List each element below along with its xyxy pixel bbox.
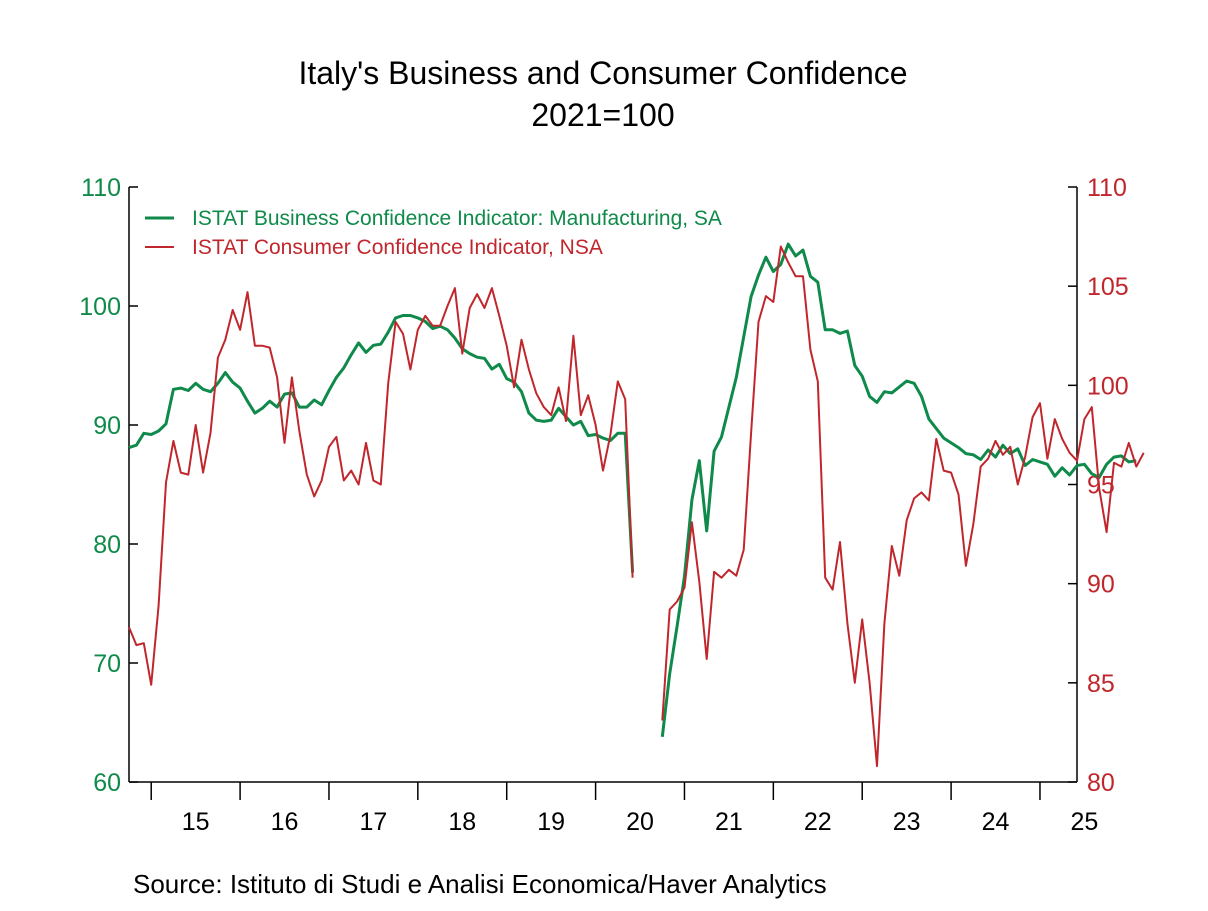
legend-label-business: ISTAT Business Confidence Indicator: Man… [192,207,722,230]
y-left-tick-label: 70 [93,650,121,678]
y-right-tick-label: 85 [1087,670,1115,698]
source-note: Source: Istituto di Studi e Analisi Econ… [133,869,827,899]
legend-label-consumer: ISTAT Consumer Confidence Indicator, NSA [192,236,603,259]
y-left-tick-label: 60 [93,769,121,797]
x-tick-label: 21 [715,808,743,836]
y-right-tick-label: 110 [1087,174,1127,202]
y-left-tick-label: 80 [93,531,121,559]
x-tick-label: 24 [982,808,1010,836]
y-left-tick-label: 110 [81,174,121,202]
y-right-tick-label: 80 [1087,769,1115,797]
series-lines [128,242,1145,768]
y-right-tick-label: 100 [1087,372,1129,400]
chart-title: Italy's Business and Consumer Confidence [298,55,907,91]
x-tick-label: 17 [360,808,388,836]
series-line-consumer [128,245,1145,768]
x-tick-label: 23 [893,808,921,836]
legend: ISTAT Business Confidence Indicator: Man… [145,207,722,259]
y-left-tick-label: 100 [79,293,121,321]
chart-subtitle: 2021=100 [531,97,674,133]
x-tick-label: 25 [1071,808,1099,836]
x-tick-label: 16 [271,808,299,836]
x-tick-label: 19 [537,808,565,836]
series-line-business [128,242,1137,737]
x-tick-label: 18 [448,808,476,836]
y-right-tick-label: 90 [1087,571,1115,599]
x-tick-label: 15 [182,808,210,836]
x-tick-label: 20 [626,808,654,836]
y-left-tick-label: 90 [93,412,121,440]
x-tick-label: 22 [804,808,832,836]
y-right-tick-label: 105 [1087,273,1129,301]
